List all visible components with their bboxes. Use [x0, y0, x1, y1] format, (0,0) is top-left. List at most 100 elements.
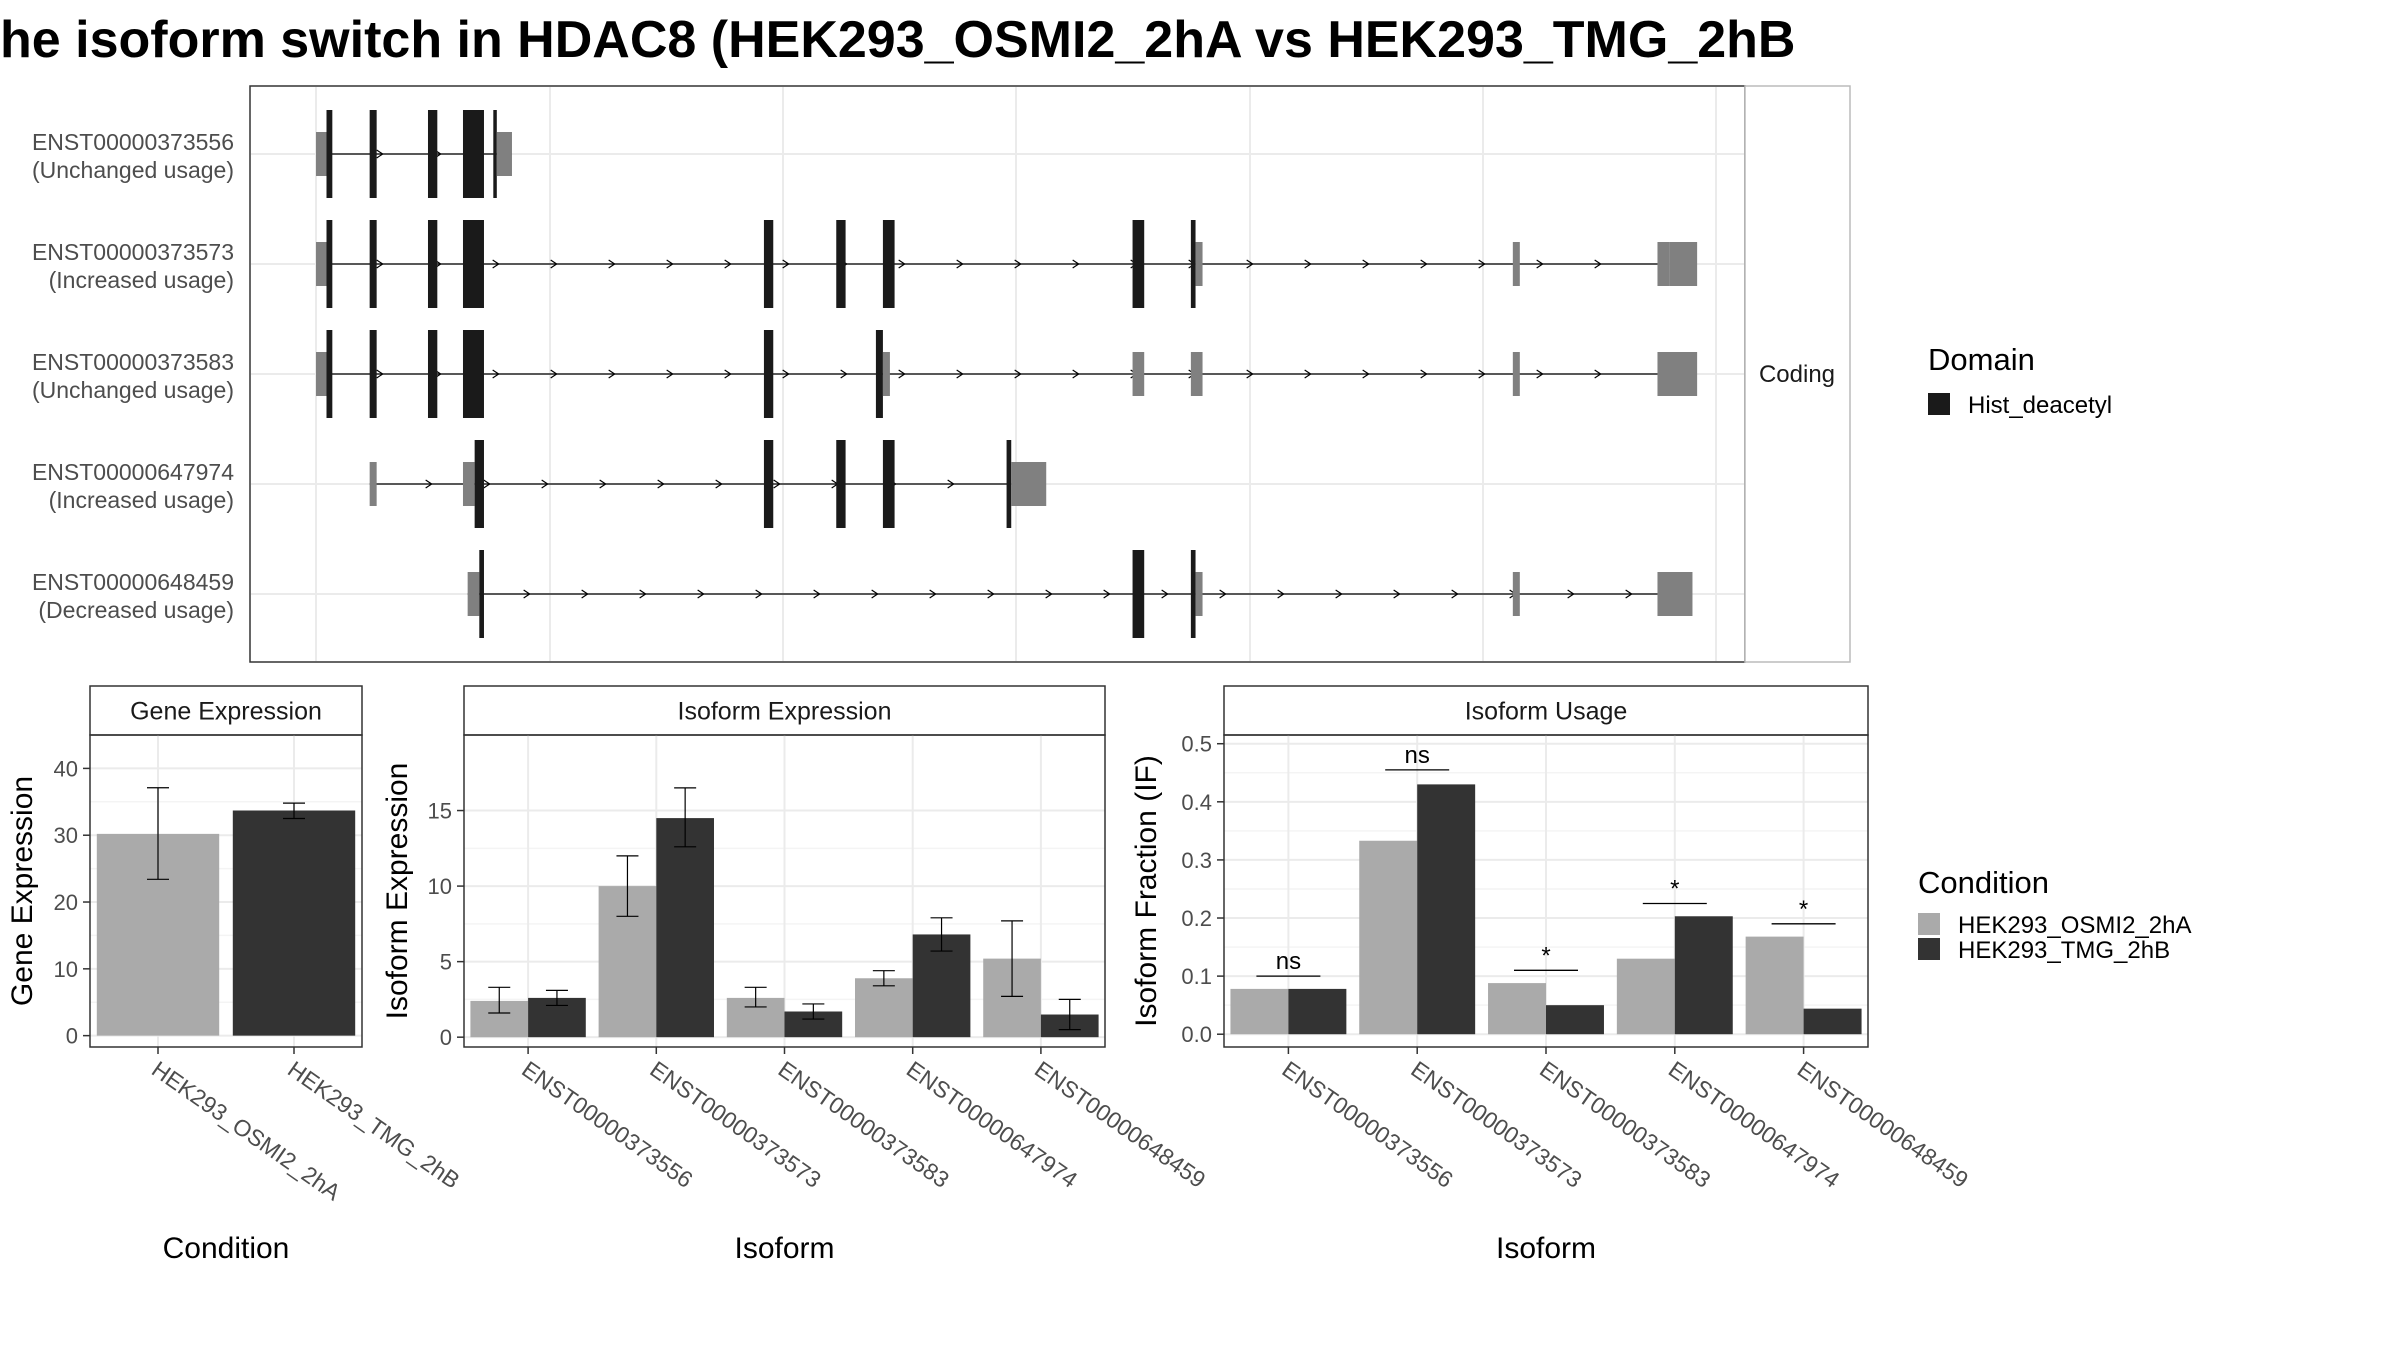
- y-tick-label: 15: [428, 799, 452, 824]
- isoform-id-label: ENST00000373583: [32, 349, 234, 375]
- bar-ENST00000647974-HEK293_OSMI2_2hA: [1616, 958, 1675, 1035]
- hist-deacetyl-exon-ENST00000373556: [493, 110, 497, 198]
- y-tick-label: 40: [54, 756, 78, 781]
- condition-legend-label-osmi: HEK293_OSMI2_2hA: [1958, 912, 2191, 939]
- noncoding-exon-ENST00000373556: [316, 132, 327, 176]
- significance-label: ns: [1405, 742, 1430, 769]
- x-axis-label: Isoform: [1496, 1232, 1596, 1265]
- intron-direction-arrow: [376, 259, 384, 269]
- intron-direction-arrow: [1161, 589, 1169, 599]
- intron-direction-arrow: [1246, 369, 1254, 379]
- intron-direction-arrow: [724, 369, 732, 379]
- isoform-usage-label: (Increased usage): [49, 267, 234, 293]
- hist-deacetyl-exon-ENST00000373556: [462, 110, 484, 198]
- intron-direction-arrow: [1335, 589, 1343, 599]
- bar-ENST00000647974-HEK293_OSMI2_2hA: [855, 978, 913, 1038]
- hist-deacetyl-exon-ENST00000373583: [462, 330, 484, 418]
- noncoding-exon-ENST00000373583: [1190, 352, 1203, 396]
- y-tick-label: 10: [428, 874, 452, 899]
- noncoding-exon-ENST00000373583: [882, 352, 890, 396]
- hist-deacetyl-exon-ENST00000373556: [369, 110, 377, 198]
- intron-direction-arrow: [782, 259, 790, 269]
- intron-direction-arrow: [929, 589, 937, 599]
- y-tick-label: 5: [440, 950, 452, 975]
- y-tick-label: 0: [66, 1024, 78, 1049]
- isoform-id-label: ENST00000648459: [32, 569, 234, 595]
- bar-ENST00000373556-HEK293_OSMI2_2hA: [1230, 988, 1289, 1035]
- noncoding-exon-ENST00000373573: [316, 242, 327, 286]
- intron-direction-arrow: [599, 479, 607, 489]
- intron-direction-arrow: [1277, 589, 1285, 599]
- y-tick-label: 20: [54, 890, 78, 915]
- intron-direction-arrow: [492, 369, 500, 379]
- domain-legend-swatch: [1928, 393, 1950, 415]
- hist-deacetyl-exon-ENST00000373573: [836, 220, 846, 308]
- hist-deacetyl-exon-ENST00000373573: [427, 220, 438, 308]
- significance-label: *: [1670, 875, 1679, 902]
- noncoding-exon-ENST00000373583: [316, 352, 327, 396]
- intron-direction-arrow: [1567, 589, 1575, 599]
- hist-deacetyl-exon-ENST00000373573: [462, 220, 484, 308]
- isoform-usage-panel: Isoform Usagensns***0.00.10.20.30.40.5EN…: [1130, 685, 1973, 1265]
- hist-deacetyl-exon-ENST00000647974: [836, 440, 846, 528]
- intron-direction-arrow: [581, 589, 589, 599]
- noncoding-exon-ENST00000647974: [1011, 462, 1047, 506]
- intron-direction-arrow: [550, 259, 558, 269]
- intron-direction-arrow: [773, 479, 781, 489]
- y-tick-label: 0.0: [1181, 1022, 1212, 1047]
- domain-legend-label: Hist_deacetyl: [1968, 392, 2112, 419]
- intron-direction-arrow: [1594, 369, 1602, 379]
- noncoding-exon-ENST00000373573: [1669, 242, 1698, 286]
- hist-deacetyl-exon-ENST00000648459: [1132, 550, 1145, 638]
- hist-deacetyl-exon-ENST00000647974: [474, 440, 484, 528]
- intron-direction-arrow: [1536, 369, 1544, 379]
- intron-direction-arrow: [1393, 589, 1401, 599]
- intron-direction-arrow: [639, 589, 647, 599]
- intron-direction-arrow: [782, 369, 790, 379]
- hist-deacetyl-exon-ENST00000373573: [1190, 220, 1196, 308]
- hist-deacetyl-exon-ENST00000373583: [875, 330, 883, 418]
- intron-direction-arrow: [956, 259, 964, 269]
- y-axis-label: Isoform Fraction (IF): [1130, 755, 1163, 1027]
- hist-deacetyl-exon-ENST00000373573: [326, 220, 333, 308]
- bar-HEK293_TMG_2hB: [232, 810, 356, 1036]
- intron-direction-arrow: [724, 259, 732, 269]
- intron-direction-arrow: [1625, 589, 1633, 599]
- y-tick-label: 0.5: [1181, 732, 1212, 757]
- intron-direction-arrow: [492, 259, 500, 269]
- condition-legend-title: Condition: [1918, 865, 2049, 900]
- isoform-usage-label: (Unchanged usage): [32, 157, 234, 183]
- intron-direction-arrow: [1014, 259, 1022, 269]
- intron-direction-arrow: [956, 369, 964, 379]
- x-axis-label: Isoform: [734, 1232, 834, 1265]
- intron-direction-arrow: [608, 369, 616, 379]
- y-tick-label: 0.3: [1181, 848, 1212, 873]
- bar-ENST00000648459-HEK293_OSMI2_2hA: [1745, 936, 1804, 1035]
- bar-ENST00000373583-HEK293_OSMI2_2hA: [1488, 983, 1546, 1035]
- intron-direction-arrow: [1362, 369, 1370, 379]
- bar-ENST00000373583-HEK293_TMG_2hB: [1546, 1005, 1604, 1035]
- intron-direction-arrow: [666, 259, 674, 269]
- intron-direction-arrow: [813, 589, 821, 599]
- noncoding-exon-ENST00000373573: [1512, 242, 1520, 286]
- intron-direction-arrow: [1594, 259, 1602, 269]
- hist-deacetyl-exon-ENST00000373556: [326, 110, 333, 198]
- noncoding-exon-ENST00000373573: [1657, 242, 1670, 286]
- hist-deacetyl-exon-ENST00000647974: [882, 440, 895, 528]
- coding-strip-label: Coding: [1759, 361, 1835, 388]
- hist-deacetyl-exon-ENST00000373583: [427, 330, 438, 418]
- significance-label: *: [1541, 942, 1550, 969]
- bar-ENST00000373556-HEK293_TMG_2hB: [1288, 988, 1347, 1035]
- y-tick-label: 10: [54, 957, 78, 982]
- intron-direction-arrow: [425, 479, 433, 489]
- intron-direction-arrow: [1045, 589, 1053, 599]
- condition-legend: Condition HEK293_OSMI2_2hA HEK293_TMG_2h…: [1918, 865, 2191, 964]
- intron-direction-arrow: [755, 589, 763, 599]
- significance-label: *: [1799, 896, 1808, 923]
- noncoding-exon-ENST00000648459: [1657, 572, 1693, 616]
- noncoding-exon-ENST00000373556: [496, 132, 512, 176]
- intron-direction-arrow: [1103, 589, 1111, 599]
- noncoding-exon-ENST00000373583: [1657, 352, 1698, 396]
- intron-direction-arrow: [697, 589, 705, 599]
